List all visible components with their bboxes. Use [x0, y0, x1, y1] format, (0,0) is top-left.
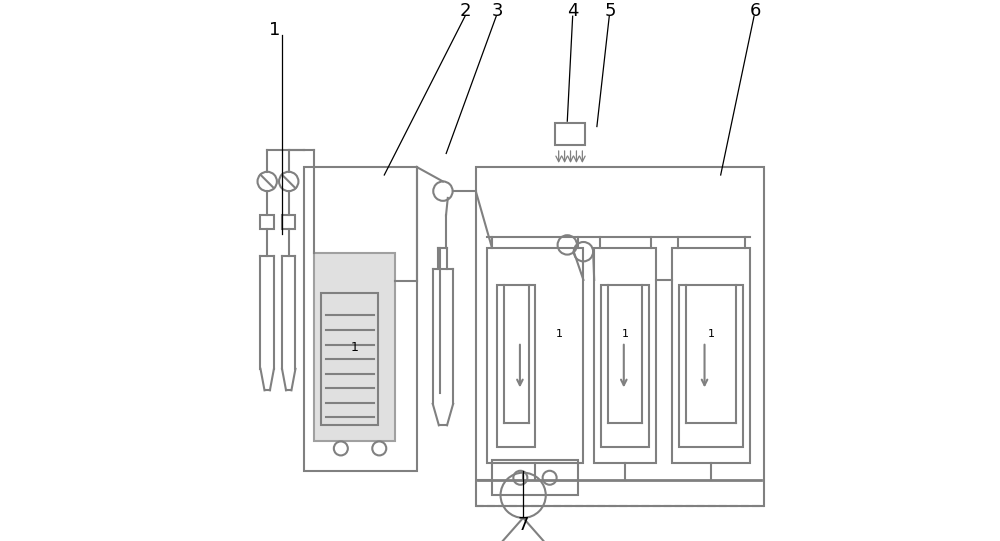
- Text: 6: 6: [750, 2, 761, 20]
- Text: 1: 1: [269, 21, 281, 38]
- Bar: [601, 285, 649, 447]
- Text: 1: 1: [351, 341, 359, 354]
- Text: 7: 7: [517, 516, 529, 534]
- Text: 4: 4: [567, 2, 578, 20]
- Bar: [476, 167, 764, 506]
- Text: 1: 1: [556, 329, 563, 339]
- Bar: [314, 253, 395, 441]
- Text: 1: 1: [708, 329, 715, 339]
- Bar: [492, 460, 578, 495]
- Bar: [304, 167, 417, 471]
- Bar: [260, 215, 274, 229]
- Bar: [555, 123, 585, 146]
- Bar: [594, 248, 656, 463]
- Bar: [679, 285, 743, 447]
- Text: 1: 1: [622, 329, 629, 339]
- Bar: [282, 215, 295, 229]
- Bar: [321, 293, 378, 425]
- Text: 5: 5: [605, 2, 616, 20]
- Bar: [487, 248, 583, 463]
- Bar: [497, 285, 535, 447]
- Bar: [672, 248, 750, 463]
- Text: 2: 2: [459, 2, 471, 20]
- Text: 3: 3: [492, 2, 503, 20]
